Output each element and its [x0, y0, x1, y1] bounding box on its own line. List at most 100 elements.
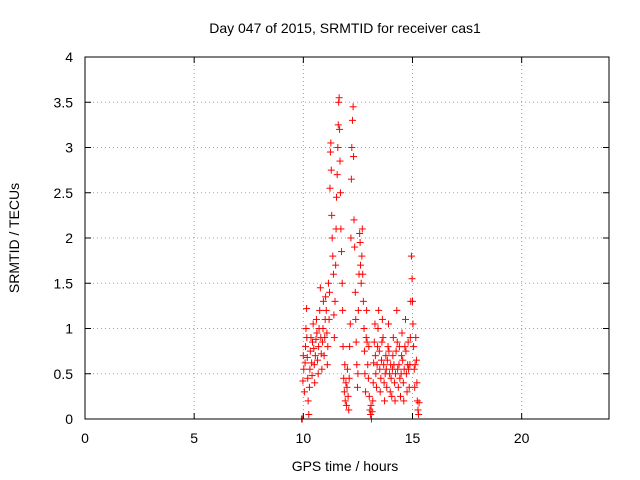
data-point: [326, 148, 334, 156]
data-point: [374, 343, 382, 351]
data-point: [302, 343, 310, 351]
data-point: [333, 193, 341, 201]
data-point: [319, 325, 327, 332]
data-point: [345, 374, 353, 382]
data-point: [336, 125, 344, 133]
y-axis-title: SRMTID / TECUs: [6, 183, 22, 293]
data-point: [380, 361, 388, 369]
data-point: [414, 406, 422, 414]
data-point: [384, 343, 392, 351]
data-point: [410, 343, 418, 351]
data-point: [410, 365, 418, 373]
data-point: [304, 374, 312, 382]
y-tick-label: 1: [65, 321, 73, 337]
data-point: [360, 325, 368, 332]
data-point: [300, 388, 308, 396]
data-point: [323, 361, 331, 369]
data-point: [402, 347, 410, 355]
data-point: [346, 320, 354, 328]
data-point: [364, 374, 372, 382]
data-point: [351, 288, 359, 296]
data-point: [391, 397, 399, 405]
data-point: [316, 284, 324, 292]
data-point: [347, 234, 355, 242]
data-point: [393, 338, 401, 346]
data-point: [309, 320, 317, 328]
data-point: [315, 343, 323, 351]
data-point: [302, 325, 310, 332]
x-tick-label: 10: [296, 430, 312, 446]
data-point: [354, 370, 362, 378]
data-point: [349, 103, 357, 111]
data-point: [399, 379, 407, 387]
chart-title: Day 047 of 2015, SRMTID for receiver cas…: [209, 20, 481, 36]
data-point: [318, 365, 326, 373]
data-point: [304, 397, 312, 405]
data-point: [413, 397, 421, 405]
data-point: [411, 361, 419, 369]
data-point: [341, 397, 349, 405]
data-point: [329, 252, 337, 260]
data-point: [398, 329, 406, 337]
data-point: [325, 315, 333, 323]
data-point: [361, 370, 369, 378]
y-tick-label: 2.5: [54, 185, 74, 201]
data-point: [376, 388, 384, 396]
data-point: [412, 334, 420, 342]
data-point: [357, 261, 365, 269]
data-point: [336, 157, 344, 165]
data-point: [343, 401, 351, 409]
data-point: [328, 211, 336, 219]
data-point: [347, 175, 355, 183]
y-tick-label: 0.5: [54, 366, 74, 382]
data-point: [372, 383, 380, 391]
data-point: [301, 359, 309, 367]
data-point: [316, 306, 324, 314]
y-tick-label: 3: [65, 140, 73, 156]
data-point: [375, 306, 383, 314]
data-point: [395, 361, 403, 369]
data-point: [371, 320, 379, 328]
data-point: [370, 338, 378, 346]
data-point: [388, 392, 396, 400]
data-point: [408, 275, 416, 283]
data-point: [362, 334, 370, 342]
data-point: [334, 144, 342, 151]
data-point: [351, 243, 359, 251]
y-tick-label: 2: [65, 230, 73, 246]
data-point: [363, 338, 371, 346]
data-point: [322, 293, 330, 301]
data-point: [393, 306, 401, 314]
data-point: [389, 352, 397, 360]
data-point: [389, 334, 397, 342]
data-point: [339, 343, 347, 351]
data-point: [326, 184, 334, 192]
data-point: [394, 383, 402, 391]
data-point: [346, 343, 354, 351]
data-point: [356, 239, 364, 247]
grid-lines: [84, 56, 609, 420]
data-point: [348, 144, 356, 151]
data-point: [372, 370, 380, 378]
data-point: [376, 365, 384, 373]
data-point: [312, 335, 320, 343]
data-point: [403, 388, 411, 396]
data-point: [415, 399, 423, 407]
data-point: [313, 329, 321, 337]
data-point: [402, 370, 410, 378]
data-point: [299, 352, 307, 360]
data-point: [342, 379, 350, 387]
data-point: [384, 320, 392, 328]
data-point: [375, 347, 383, 355]
data-point: [300, 365, 308, 373]
data-point: [394, 365, 402, 373]
data-points: [298, 94, 423, 423]
data-point: [343, 383, 351, 391]
data-point: [329, 270, 337, 278]
data-point: [352, 315, 360, 323]
data-point: [360, 347, 368, 355]
data-point: [350, 216, 358, 224]
data-point: [369, 379, 377, 387]
data-point: [368, 408, 376, 416]
data-point: [305, 410, 313, 418]
